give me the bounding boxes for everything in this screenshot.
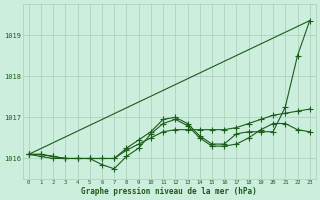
X-axis label: Graphe pression niveau de la mer (hPa): Graphe pression niveau de la mer (hPa) (81, 187, 257, 196)
